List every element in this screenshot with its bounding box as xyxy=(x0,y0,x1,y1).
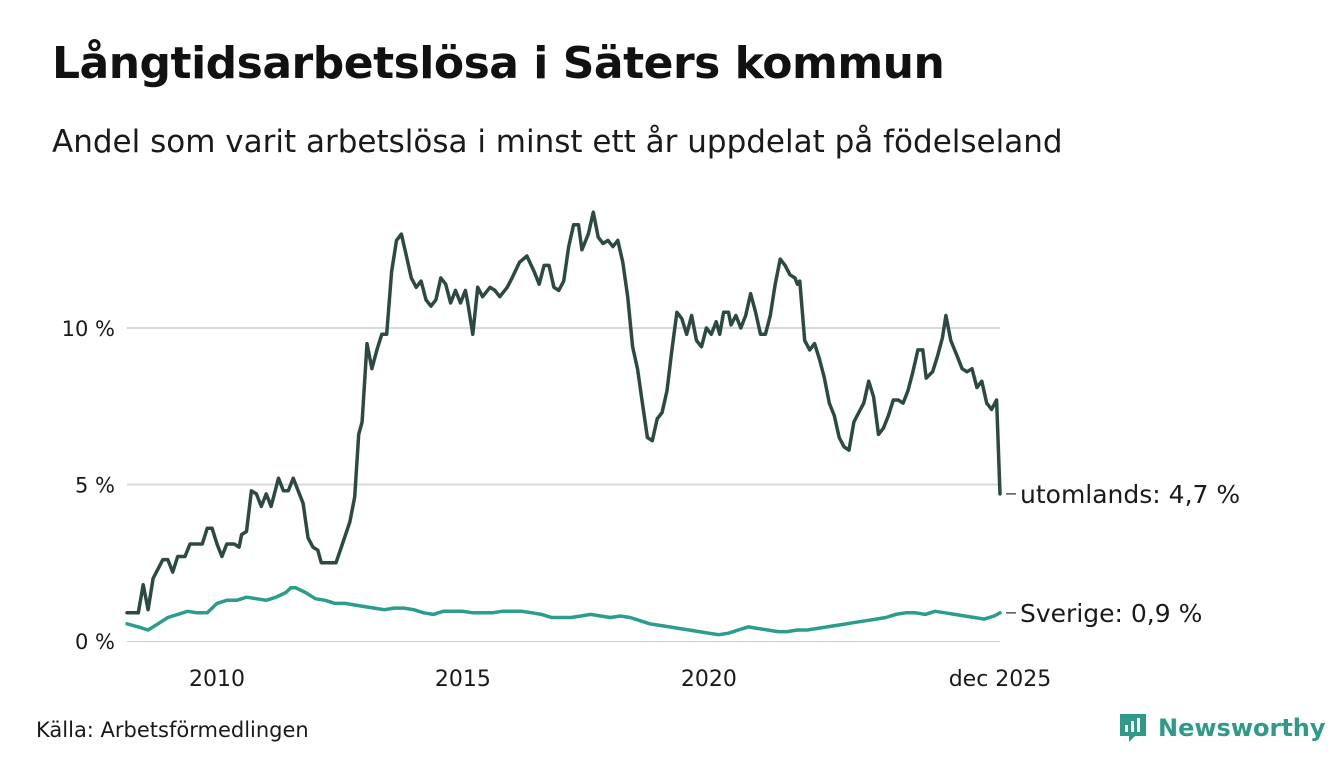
x-tick-label: 2015 xyxy=(435,667,491,692)
source-note: Källa: Arbetsförmedlingen xyxy=(36,718,309,742)
chart-subtitle: Andel som varit arbetslösa i minst ett å… xyxy=(52,124,1063,160)
series-line-sverige xyxy=(125,586,1002,637)
x-tick-label: 2010 xyxy=(189,667,245,692)
series-label-utomlands: utomlands: 4,7 % xyxy=(1020,480,1240,509)
y-tick-label: 10 % xyxy=(62,317,115,341)
chart-title: Långtidsarbetslösa i Säters kommun xyxy=(52,38,945,89)
series-line-utomlands xyxy=(125,210,1002,615)
y-tick-label: 0 % xyxy=(75,630,115,654)
x-tick-label: 2020 xyxy=(681,667,737,692)
brand-logo: Newsworthy xyxy=(1118,712,1326,744)
x-tick-label: dec 2025 xyxy=(949,667,1052,692)
y-tick-label: 5 % xyxy=(75,474,115,498)
series-label-sverige: Sverige: 0,9 % xyxy=(1020,599,1202,628)
newsworthy-logo-icon xyxy=(1120,714,1146,742)
brand-name: Newsworthy xyxy=(1158,714,1326,742)
